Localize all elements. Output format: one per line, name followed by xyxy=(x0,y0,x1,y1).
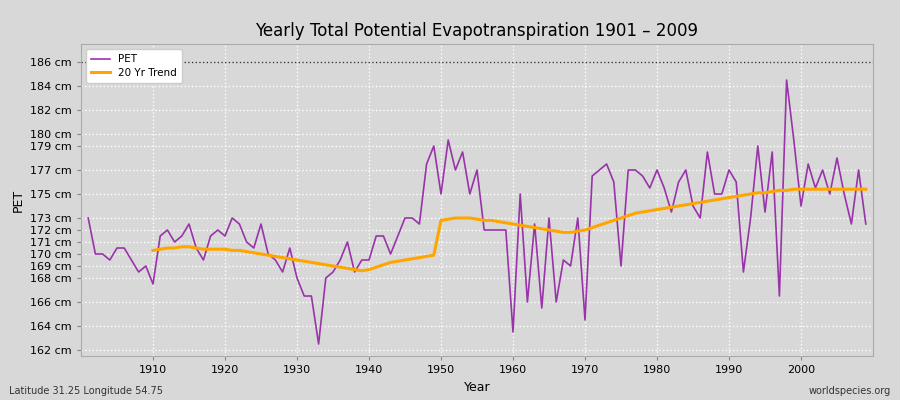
PET xyxy=(781,78,792,82)
Text: worldspecies.org: worldspecies.org xyxy=(809,386,891,396)
20 Yr Trend xyxy=(839,187,850,192)
20 Yr Trend xyxy=(580,228,590,232)
PET xyxy=(313,342,324,346)
PET xyxy=(508,330,518,334)
20 Yr Trend xyxy=(817,187,828,192)
PET xyxy=(83,216,94,220)
PET xyxy=(299,294,310,298)
X-axis label: Year: Year xyxy=(464,380,490,394)
20 Yr Trend xyxy=(860,187,871,192)
20 Yr Trend xyxy=(148,248,158,253)
20 Yr Trend xyxy=(356,268,367,273)
Line: 20 Yr Trend: 20 Yr Trend xyxy=(153,189,866,271)
Title: Yearly Total Potential Evapotranspiration 1901 – 2009: Yearly Total Potential Evapotranspiratio… xyxy=(256,22,698,40)
PET xyxy=(860,222,871,226)
Line: PET: PET xyxy=(88,80,866,344)
Text: Latitude 31.25 Longitude 54.75: Latitude 31.25 Longitude 54.75 xyxy=(9,386,163,396)
PET xyxy=(349,270,360,274)
20 Yr Trend xyxy=(284,256,295,261)
PET xyxy=(601,162,612,166)
Legend: PET, 20 Yr Trend: PET, 20 Yr Trend xyxy=(86,49,183,83)
PET xyxy=(515,192,526,196)
PET xyxy=(140,264,151,268)
20 Yr Trend xyxy=(788,187,799,192)
Y-axis label: PET: PET xyxy=(12,188,24,212)
20 Yr Trend xyxy=(313,261,324,266)
20 Yr Trend xyxy=(522,224,533,229)
